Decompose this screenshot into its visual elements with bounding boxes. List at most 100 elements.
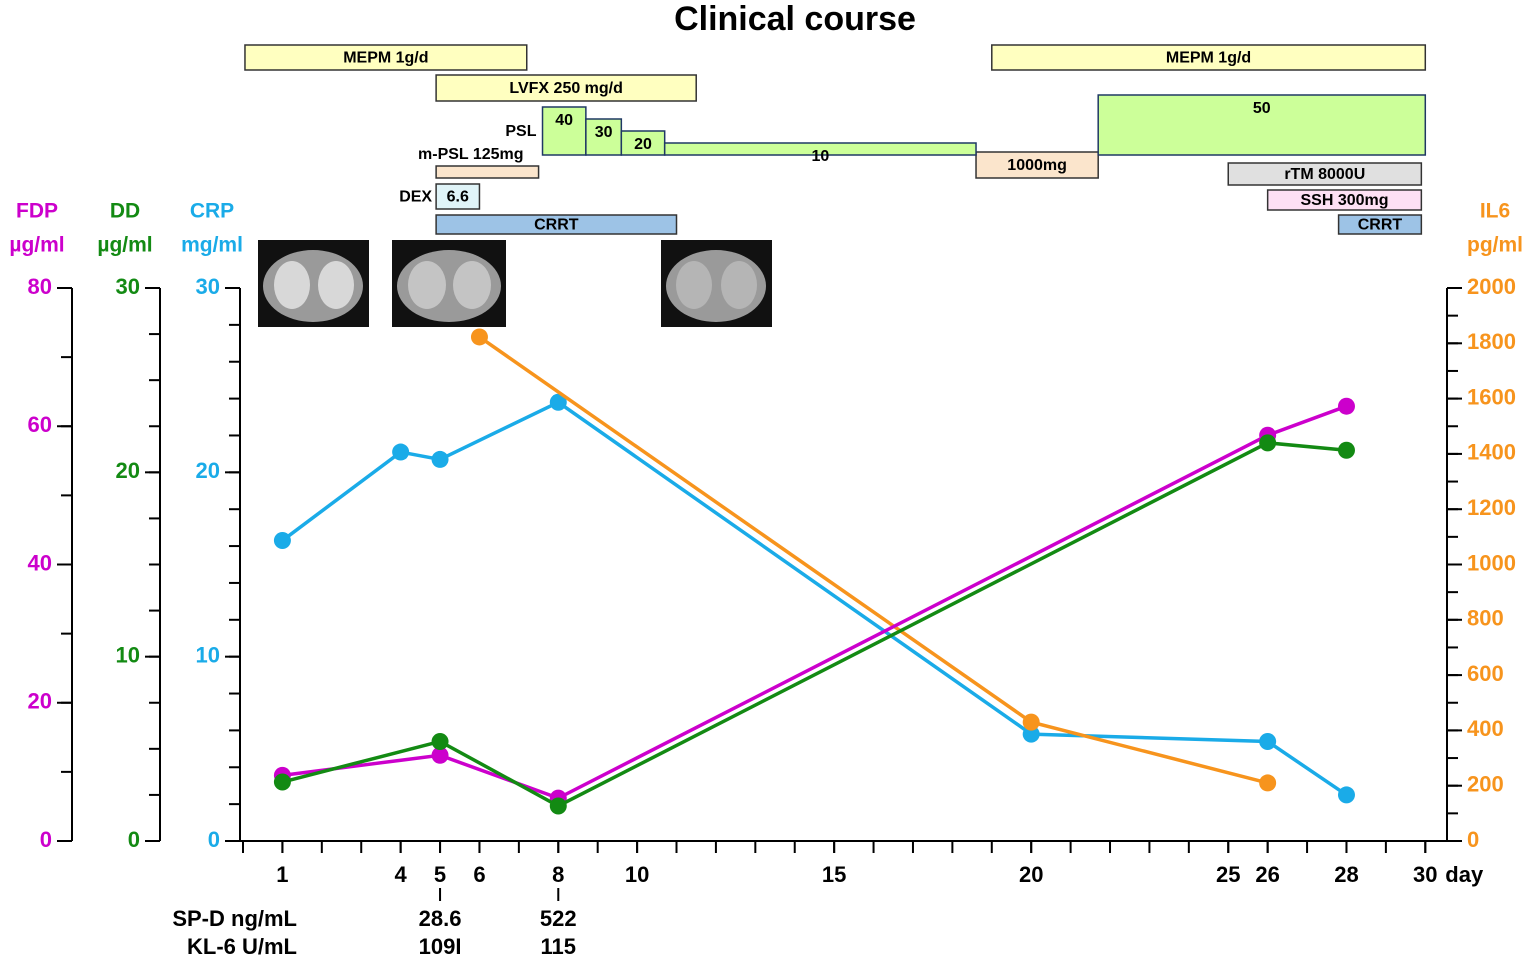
x-tick-label: 1: [276, 862, 288, 887]
x-tick-label: 10: [625, 862, 649, 887]
y-tick-label: 20: [28, 689, 52, 714]
lab-value: 115: [541, 934, 577, 959]
x-tick-label: 20: [1019, 862, 1043, 887]
psl-dose: 30: [595, 124, 613, 141]
psl-dose: 40: [555, 112, 573, 129]
y-tick-label: 0: [128, 827, 140, 852]
y-tick-label: 10: [196, 642, 220, 667]
data-point: [1337, 786, 1355, 804]
ct-lung: [274, 261, 310, 309]
data-point: [1337, 441, 1355, 459]
therapy-bar: [1227, 162, 1423, 186]
therapy-label: rTM 8000U: [1284, 166, 1365, 183]
data-point: [273, 532, 291, 550]
data-point: [1259, 732, 1277, 750]
y-tick-label: 1600: [1467, 384, 1516, 409]
y-tick-label: 200: [1467, 772, 1504, 797]
y-tick-label: 0: [1467, 827, 1479, 852]
therapy-bar: [244, 44, 528, 71]
y-axis-title: IL6: [1480, 200, 1510, 223]
therapy-dose: 6.6: [447, 189, 469, 206]
y-tick-label: 1800: [1467, 329, 1516, 354]
y-tick-label: 0: [208, 827, 220, 852]
ct-lung: [408, 261, 446, 309]
y-tick-label: 800: [1467, 606, 1504, 631]
y-tick-label: 60: [28, 412, 52, 437]
x-unit: day: [1445, 862, 1484, 887]
data-point: [392, 443, 410, 461]
y-tick-label: 30: [196, 274, 220, 299]
therapy-label: SSH 300mg: [1300, 192, 1388, 209]
x-tick-label: 15: [822, 862, 846, 887]
therapy-bar: [991, 44, 1427, 71]
y-tick-label: 80: [28, 274, 52, 299]
lab-label: KL-6 U/mL: [187, 934, 297, 959]
x-tick-label: 30: [1413, 862, 1437, 887]
y-axis-title: CRP: [190, 200, 234, 223]
y-tick-label: 20: [116, 458, 140, 483]
therapy-bar: [435, 214, 678, 235]
psl-dose: 50: [1253, 100, 1271, 117]
psl-step: [1097, 94, 1427, 156]
therapy-bar: [1337, 214, 1423, 235]
therapy-label: CRRT: [1358, 217, 1403, 234]
therapy-label: MEPM 1g/d: [343, 50, 428, 67]
therapy-label: DEX: [399, 189, 432, 206]
psl-step: [620, 130, 666, 156]
y-axis-title: FDP: [16, 200, 58, 223]
therapy-bar: [435, 183, 481, 210]
y-tick-label: 40: [28, 550, 52, 575]
psl-label: PSL: [505, 123, 536, 140]
chart-title: Clinical course: [674, 0, 916, 38]
y-tick-label: 400: [1467, 716, 1504, 741]
x-tick-label: 28: [1334, 862, 1358, 887]
y-axis-unit: µg/ml: [97, 234, 152, 257]
series-line: [478, 335, 1269, 785]
therapy-bar: [435, 165, 540, 179]
x-tick-label: 4: [395, 862, 408, 887]
data-point: [431, 450, 449, 468]
therapy-label: LVFX 250 mg/d: [509, 80, 623, 97]
ct-lung: [721, 261, 757, 309]
data-point: [1259, 434, 1277, 452]
ct-lung: [453, 261, 491, 309]
therapy-label: CRRT: [534, 217, 579, 234]
ct-lung: [318, 261, 354, 309]
data-point: [470, 328, 488, 346]
lab-value: 522: [540, 906, 577, 931]
x-tick-label: 26: [1255, 862, 1279, 887]
y-tick-label: 1000: [1467, 550, 1516, 575]
y-tick-label: 1400: [1467, 440, 1516, 465]
data-point: [549, 393, 567, 411]
x-tick-label: 5: [434, 862, 446, 887]
data-point: [431, 732, 449, 750]
therapy-label: MEPM 1g/d: [1166, 50, 1251, 67]
data-point: [273, 773, 291, 791]
y-tick-label: 600: [1467, 661, 1504, 686]
data-point: [431, 746, 449, 764]
y-tick-label: 10: [116, 642, 140, 667]
x-tick-label: 25: [1216, 862, 1240, 887]
y-axis-unit: mg/ml: [181, 234, 243, 257]
lab-value: 28.6: [419, 906, 462, 931]
therapy-label: m-PSL 125mg: [418, 146, 524, 163]
data-point: [1022, 713, 1040, 731]
y-tick-label: 2000: [1467, 274, 1516, 299]
data-point: [1337, 397, 1355, 415]
ct-lung: [676, 261, 712, 309]
psl-step: [663, 142, 977, 156]
therapy-bar: [975, 151, 1099, 179]
y-axis-unit: pg/ml: [1467, 234, 1523, 257]
x-tick-label: 8: [552, 862, 564, 887]
data-point: [549, 797, 567, 815]
lab-label: SP-D ng/mL: [172, 906, 297, 931]
data-point: [1022, 725, 1040, 743]
y-tick-label: 0: [40, 827, 52, 852]
y-axis-title: DD: [110, 200, 140, 223]
y-tick-label: 20: [196, 458, 220, 483]
y-axis-unit: µg/ml: [9, 234, 64, 257]
psl-dose: 10: [811, 148, 829, 165]
therapy-bar: [435, 74, 697, 102]
therapy-bar: [1266, 189, 1423, 211]
